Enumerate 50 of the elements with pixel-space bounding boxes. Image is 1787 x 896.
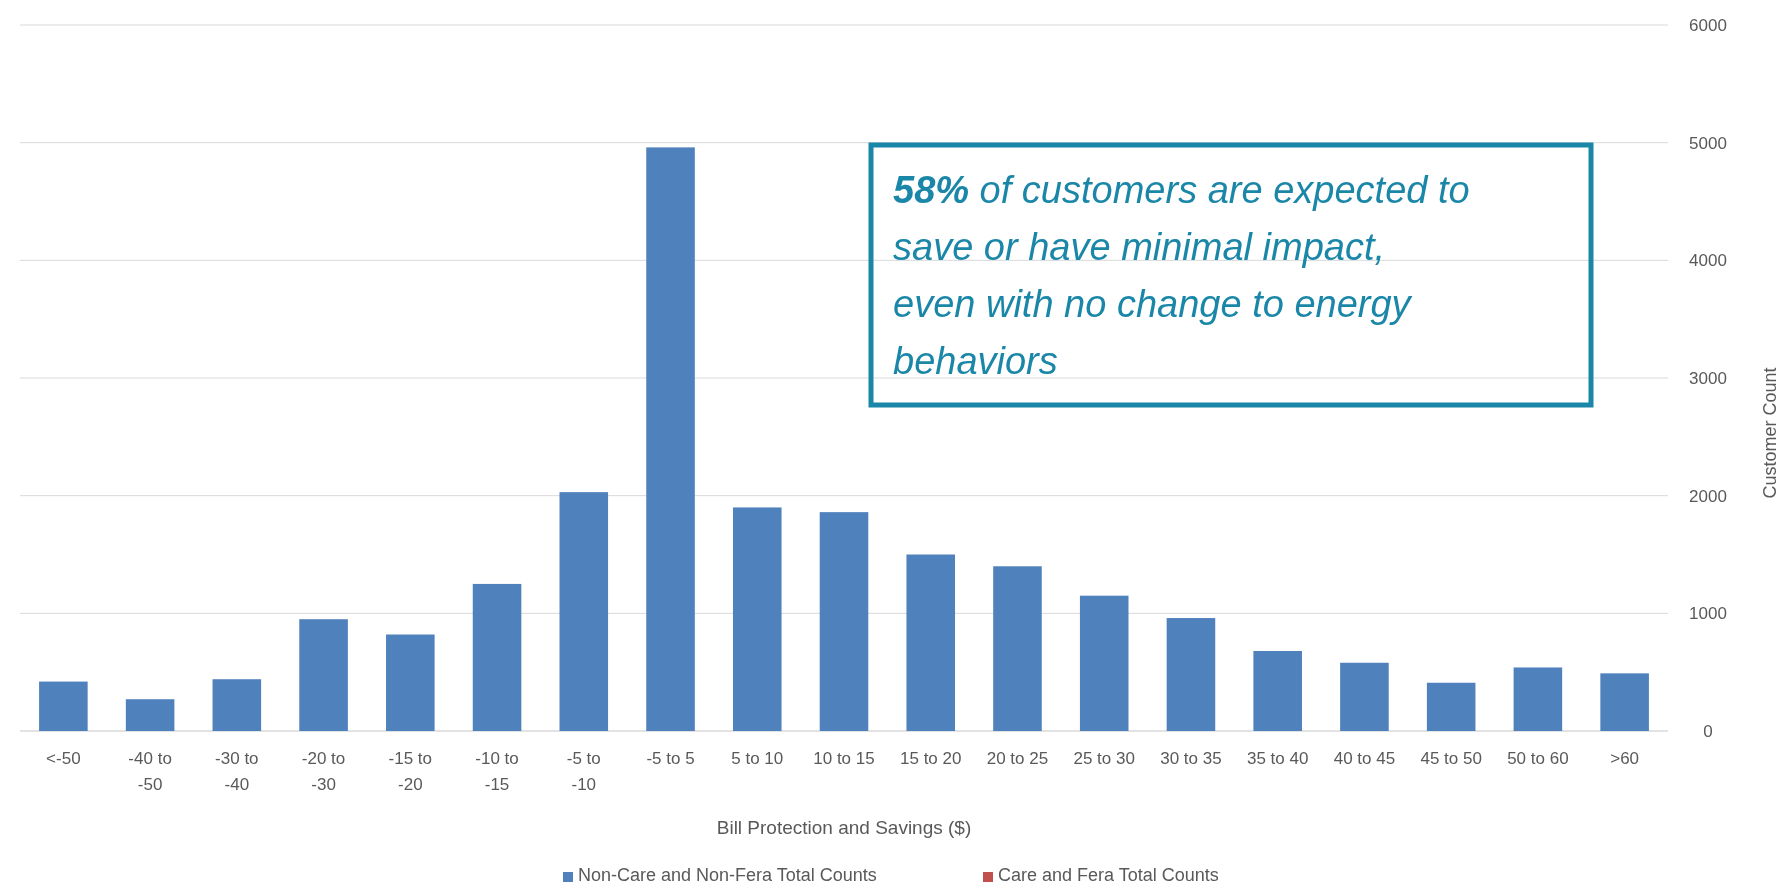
bar — [212, 679, 262, 731]
legend-label: Care and Fera Total Counts — [998, 865, 1219, 885]
bar — [39, 681, 88, 731]
bar — [1079, 595, 1129, 731]
bar — [472, 583, 522, 731]
y-tick-label: 6000 — [1689, 15, 1727, 35]
annotation: 58% of customers are expected to save or have minimal impact, even with no change to energy behaviors — [893, 169, 1470, 382]
bar — [299, 619, 348, 731]
x-tick-label: -10 to -15 — [475, 749, 519, 794]
x-tick-label: 30 to 35 — [1160, 749, 1222, 768]
x-tick-label: 20 to 25 — [986, 749, 1049, 768]
y-tick-label: 1000 — [1689, 604, 1727, 624]
x-tick-label: 50 to 60 — [1507, 749, 1569, 768]
x-tick-label: -5 to -10 — [566, 749, 601, 794]
x-tick-label: -15 to -20 — [388, 749, 433, 794]
legend-label: Non-Care and Non-Fera Total Counts — [578, 865, 877, 885]
bar — [1253, 650, 1302, 731]
bar — [386, 634, 435, 731]
x-tick-label: 35 to 40 — [1246, 749, 1309, 768]
y-tick-label: 0 — [1703, 721, 1713, 741]
bar — [732, 507, 782, 731]
y-tick-label: 2000 — [1689, 486, 1727, 506]
x-tick-label: 25 to 30 — [1073, 749, 1135, 768]
x-tick-label: 5 to 10 — [731, 749, 784, 768]
x-axis-title: Bill Protection and Savings ($) — [716, 817, 972, 838]
bar — [125, 699, 175, 731]
bar — [1340, 662, 1389, 731]
y-tick-label: 4000 — [1689, 251, 1727, 271]
x-tick-label: -5 to 5 — [646, 749, 695, 768]
y-tick-label: 3000 — [1689, 368, 1727, 388]
bar — [1513, 667, 1563, 731]
x-tick-label: 40 to 45 — [1333, 749, 1396, 768]
bar — [1600, 673, 1649, 731]
bar — [906, 554, 956, 731]
x-tick-label: -20 to -30 — [301, 749, 346, 794]
y-axis-title: Customer Count — [1760, 367, 1780, 499]
bar — [559, 492, 609, 731]
x-tick-label: 10 to 15 — [813, 749, 875, 768]
x-tick-label: <-50 — [46, 749, 81, 768]
y-tick-label: 5000 — [1689, 133, 1727, 153]
x-tick-label: -30 to -40 — [215, 749, 259, 794]
x-tick-label: -40 to -50 — [128, 749, 172, 794]
bar — [1426, 682, 1476, 731]
bar — [646, 147, 695, 731]
x-tick-label: 45 to 50 — [1420, 749, 1482, 768]
bar — [993, 566, 1042, 731]
x-tick-label: 15 to 20 — [900, 749, 962, 768]
bar — [819, 512, 869, 731]
bar — [1166, 618, 1216, 731]
x-tick-label: >60 — [1610, 749, 1640, 768]
